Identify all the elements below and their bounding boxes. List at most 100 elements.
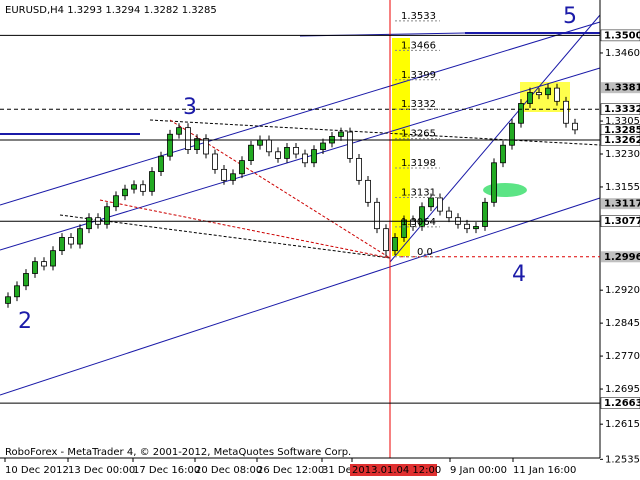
y-tick-label: 1.2770 [605, 351, 640, 362]
candle-body [536, 92, 542, 96]
candle-body [383, 228, 389, 252]
level-box [601, 251, 640, 263]
fib-label: 1.3131 [401, 187, 436, 198]
y-tick-label: 1.2845 [605, 318, 640, 329]
trendline [149, 119, 601, 146]
candle-body [275, 151, 281, 159]
candle-body [5, 296, 11, 304]
y-tick-label: 1.3155 [605, 182, 640, 193]
candle-body [113, 195, 119, 208]
candle-body [500, 144, 506, 164]
candle-body [230, 173, 236, 181]
y-tick-label: 1.3305 [605, 116, 640, 127]
candle-body [41, 261, 47, 267]
plot [5, 83, 578, 308]
trendline [0, 21, 601, 206]
ohlc: 1.3293 [67, 5, 102, 16]
fib-label: 1.3265 [401, 129, 436, 140]
candle-body [248, 144, 254, 161]
candle-body [374, 201, 380, 230]
x-tick-label: 11 Jan 16:00 [513, 465, 576, 476]
candle-body [59, 237, 65, 252]
level-label: 1.3077 [604, 216, 640, 227]
candle-body [509, 122, 515, 146]
candle-body [185, 127, 191, 151]
candle-body [392, 237, 398, 252]
fib-label: 1.3466 [401, 40, 436, 51]
candle-body [50, 250, 56, 267]
wave-label: 3 [183, 95, 197, 120]
candle-body [149, 171, 155, 192]
candle-body [68, 237, 74, 245]
x-tick-label: 2013.01.04 12:00 [352, 465, 441, 476]
ohlc: 1.3282 [144, 5, 179, 16]
candle-body [131, 184, 137, 190]
candle-body [482, 201, 488, 227]
candle-body [176, 127, 182, 135]
candle-body [140, 184, 146, 192]
fib-label: 1.3198 [401, 158, 436, 169]
candle-body [167, 133, 173, 157]
x-tick-label: 20 Dec 08:00 [195, 465, 262, 476]
fib-label: 1.3332 [401, 99, 436, 110]
level-label: 1.3332 [604, 104, 640, 115]
wave-label: 5 [563, 4, 577, 29]
fib-label: 1.3533 [401, 11, 436, 22]
ohlc: 1.3285 [182, 5, 217, 16]
level-box [600, 397, 640, 409]
y-tick-label: 1.2695 [605, 384, 640, 395]
header: EURUSD,H4 1.3293 1.3294 1.3282 1.3285 [5, 5, 217, 16]
trendline [99, 199, 391, 259]
candle-body [23, 273, 29, 287]
candle-body [266, 139, 272, 153]
level-label: 1.3381 [604, 83, 640, 94]
level-box [600, 29, 640, 42]
candle-body [311, 149, 317, 164]
y-tick-label: 1.3460 [605, 48, 640, 59]
y-tick-label: 1.2615 [605, 419, 640, 430]
candle-body [401, 219, 407, 238]
level-box [600, 103, 640, 115]
level-box [601, 82, 640, 94]
candle-body [221, 168, 227, 181]
x-tick-label: 10 Dec 2012 [5, 465, 69, 476]
level-label: 1.3500 [604, 30, 640, 41]
level-box [600, 215, 640, 227]
fib-label: 1.3399 [401, 70, 436, 81]
candle-body [554, 87, 560, 102]
footer: RoboForex - MetaTrader 4, © 2001-2012, M… [5, 447, 351, 458]
candle-body [464, 223, 470, 230]
candle-body [446, 210, 452, 219]
candle-body [437, 197, 443, 212]
candle-body [527, 92, 533, 104]
target-zone [483, 183, 527, 197]
wave-label: 2 [18, 309, 32, 334]
candle-body [32, 261, 38, 274]
level-box [600, 134, 640, 146]
candle-body [545, 87, 551, 96]
date-highlight [350, 464, 437, 476]
y-tick-label: 1.2535 [605, 454, 640, 465]
candle-body [212, 153, 218, 170]
trendline [0, 197, 601, 396]
candle-body [203, 138, 209, 155]
candle-body [284, 147, 290, 159]
wave-label: 4 [512, 262, 526, 287]
candle-body [473, 226, 479, 230]
candle-body [14, 285, 20, 298]
candle-body [302, 153, 308, 164]
candle-body [122, 188, 128, 197]
candle-body [428, 197, 434, 208]
candle-body [104, 206, 110, 225]
candle-body [356, 157, 362, 181]
ohlc: 1.3294 [105, 5, 140, 16]
trendlines [0, 14, 601, 396]
fib-zone [392, 38, 410, 256]
x-tick-label: 9 Jan 00:00 [450, 465, 507, 476]
level-label: 1.3285 [604, 125, 640, 136]
x-tick-label: 17 Dec 16:00 [133, 465, 200, 476]
candle-body [320, 142, 326, 151]
level-label: 1.2996 [604, 252, 640, 263]
